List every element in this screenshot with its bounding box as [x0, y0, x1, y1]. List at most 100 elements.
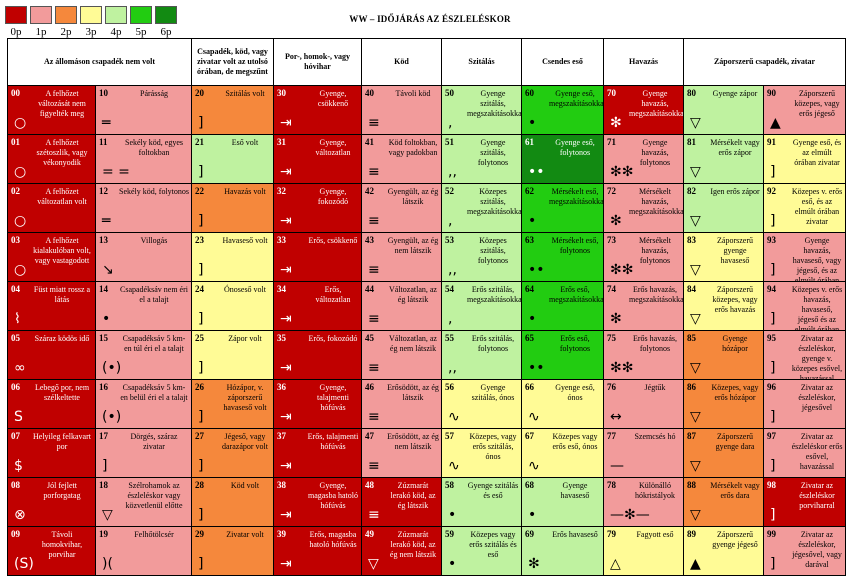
- code-number: 36: [277, 382, 286, 392]
- weather-symbol-icon: ∿: [448, 409, 460, 425]
- code-description: Ónoseső volt: [224, 285, 266, 294]
- code-cell: 05 Száraz ködös idő ∞: [7, 330, 96, 380]
- weather-symbol-icon: △: [610, 556, 621, 572]
- weather-symbol-icon: ✻: [528, 556, 540, 572]
- weather-symbol-icon: ••: [528, 262, 545, 278]
- weather-symbol-icon: ✻: [610, 311, 622, 327]
- weather-symbol-icon: ]: [198, 262, 204, 278]
- code-cell: 11 Sekély köd, egyes foltokban = =: [95, 134, 192, 184]
- code-number: 12: [99, 186, 108, 196]
- code-number: 50: [445, 88, 454, 98]
- code-number: 39: [277, 529, 286, 539]
- weather-symbol-icon: ]: [770, 360, 776, 376]
- weather-symbol-icon: ]: [770, 409, 776, 425]
- code-cell: 76 Jégtűk ↔: [603, 379, 684, 429]
- code-number: 97: [767, 431, 776, 441]
- code-cell: 69 Erős havaseső ✻: [521, 526, 604, 576]
- code-cell: 00 A felhőzet változását nem figyelték me…: [7, 85, 96, 135]
- code-cell: 42 Gyengült, az ég látszik ≡: [361, 183, 442, 233]
- code-description: Közepes v. erős havazás, havaseső, jéges…: [791, 285, 843, 330]
- code-number: 84: [687, 284, 696, 294]
- code-description: Mérsékelt havazás, folytonos: [639, 236, 671, 265]
- code-description: Gyenge szitálás és eső: [467, 481, 519, 500]
- weather-symbol-icon: ○: [14, 164, 27, 180]
- code-cell: 83 Záporszerű gyenge havaseső ▽: [683, 232, 764, 282]
- weather-symbol-icon: ≡: [368, 262, 380, 278]
- code-cell: 01 A felhőzet szétoszlik, vagy vékonyodik…: [7, 134, 96, 184]
- weather-symbol-icon: ]: [198, 507, 204, 523]
- code-description: Szemcsés hó: [634, 432, 676, 441]
- code-cell: 87 Záporszerű gyenge dara ▽: [683, 428, 764, 478]
- code-description: Helyileg felkavart por: [33, 432, 91, 451]
- weather-symbol-icon: ▽: [690, 262, 701, 278]
- weather-symbol-icon: —✻—: [610, 507, 650, 523]
- code-description: Gyenge zápor: [712, 89, 758, 98]
- code-number: 95: [767, 333, 776, 343]
- header-drizzle: Szitálás: [441, 38, 522, 86]
- code-description: Erős szitálás, megszakításokkal: [467, 285, 521, 304]
- code-number: 64: [525, 284, 534, 294]
- code-cell: 92 Közepes v. erős eső, és az elmúlt óráb…: [762, 183, 847, 233]
- code-number: 86: [687, 382, 696, 392]
- code-description: A felhőzet szétoszlik, vagy vékonyodik: [36, 138, 88, 167]
- code-number: 69: [525, 529, 534, 539]
- code-description: Erős szitálás, folytonos: [471, 334, 515, 353]
- code-number: 87: [687, 431, 696, 441]
- weather-symbol-icon: ]: [198, 409, 204, 425]
- code-number: 65: [525, 333, 534, 343]
- code-cell: 27 Jégeső, vagy darazápor volt]: [191, 428, 274, 478]
- table-row: 08 Jól fejlett porforgatag ⊗ 18 Szélrohamok …: [7, 477, 847, 527]
- code-number: 23: [195, 235, 204, 245]
- code-cell: 24 Ónoseső volt]: [191, 281, 274, 331]
- code-description: Felhőtölcsér: [134, 530, 174, 539]
- code-description: Köd volt: [230, 481, 260, 490]
- code-description: Erős, fokozódó: [308, 334, 358, 343]
- table-row: 01 A felhőzet szétoszlik, vagy vékonyodik…: [7, 134, 847, 184]
- code-cell: 56 Gyenge szitálás, ónos ∿: [441, 379, 522, 429]
- code-description: Erős, csökkenő: [308, 236, 358, 245]
- weather-symbol-icon: )(: [102, 556, 113, 572]
- code-description: Közepes, vagy erős szitálás, ónos: [469, 432, 517, 461]
- code-description: Csapadéksáv 5 km-en belül éri el a talaj…: [120, 383, 188, 402]
- header-rain: Csendes eső: [521, 38, 604, 86]
- code-number: 74: [607, 284, 616, 294]
- code-description: Gyenge, magasba hatoló hófúvás: [308, 481, 358, 510]
- code-cell: 65 Erős eső, folytonos ••: [521, 330, 604, 380]
- code-number: 88: [687, 480, 696, 490]
- legend-swatch: [155, 6, 177, 24]
- legend-label: 4p: [110, 26, 122, 38]
- weather-symbol-icon: ,: [448, 213, 453, 229]
- code-cell: 97 Zivatar az észleléskor erős esővel, ha…: [762, 428, 847, 478]
- code-description: Erős, magasba hatoló hófúvás: [309, 530, 357, 549]
- legend-label: 6p: [160, 26, 172, 38]
- code-cell: 07 Helyileg felkavart por $: [7, 428, 96, 478]
- table-row: 09 Távoli homokvihar, porvihar (S) 19 Felhőt…: [7, 526, 847, 576]
- code-number: 43: [365, 235, 374, 245]
- legend-swatch: [5, 6, 27, 24]
- code-description: Csapadéksáv 5 km-en túl éri el a talajt: [122, 334, 186, 353]
- weather-symbol-icon: •: [102, 311, 111, 327]
- weather-symbol-icon: ]: [198, 115, 204, 131]
- weather-symbol-icon: •: [528, 213, 537, 229]
- code-number: 27: [195, 431, 204, 441]
- code-cell: 95 Zivatar az észleléskor, gyenge v. köze…: [762, 330, 847, 380]
- code-cell: 67 Közepes vagy erős eső, ónos ∿: [521, 428, 604, 478]
- code-cell: 74 Erős havazás, megszakításokkal ✻: [603, 281, 684, 331]
- code-description: Gyenge, csökkenő: [317, 89, 349, 108]
- weather-symbol-icon: ••: [528, 164, 545, 180]
- code-cell: 63 Mérsékelt eső, folytonos ••: [521, 232, 604, 282]
- code-number: 80: [687, 88, 696, 98]
- code-description: Gyenge havazás, havaseső, vagy jégeső, é…: [792, 236, 842, 281]
- weather-symbol-icon: ]: [198, 164, 204, 180]
- code-cell: 50 Gyenge szitálás, megszakításokkal,: [441, 85, 522, 135]
- weather-symbol-icon: ∿: [448, 458, 460, 474]
- weather-symbol-icon: •: [528, 115, 537, 131]
- code-number: 08: [11, 480, 20, 490]
- code-cell: 28 Köd volt]: [191, 477, 274, 527]
- code-description: Változatlan, az ég nem látszik: [389, 334, 437, 353]
- weather-symbol-icon: ⇥: [280, 262, 292, 278]
- code-number: 92: [767, 186, 776, 196]
- code-cell: 86 Közepes, vagy erős hózápor ▽: [683, 379, 764, 429]
- table-row: 05 Száraz ködös idő ∞ 15 Csapadéksáv 5 km-en…: [7, 330, 847, 380]
- code-cell: 52 Közepes szitálás, megszakításokkal,: [441, 183, 522, 233]
